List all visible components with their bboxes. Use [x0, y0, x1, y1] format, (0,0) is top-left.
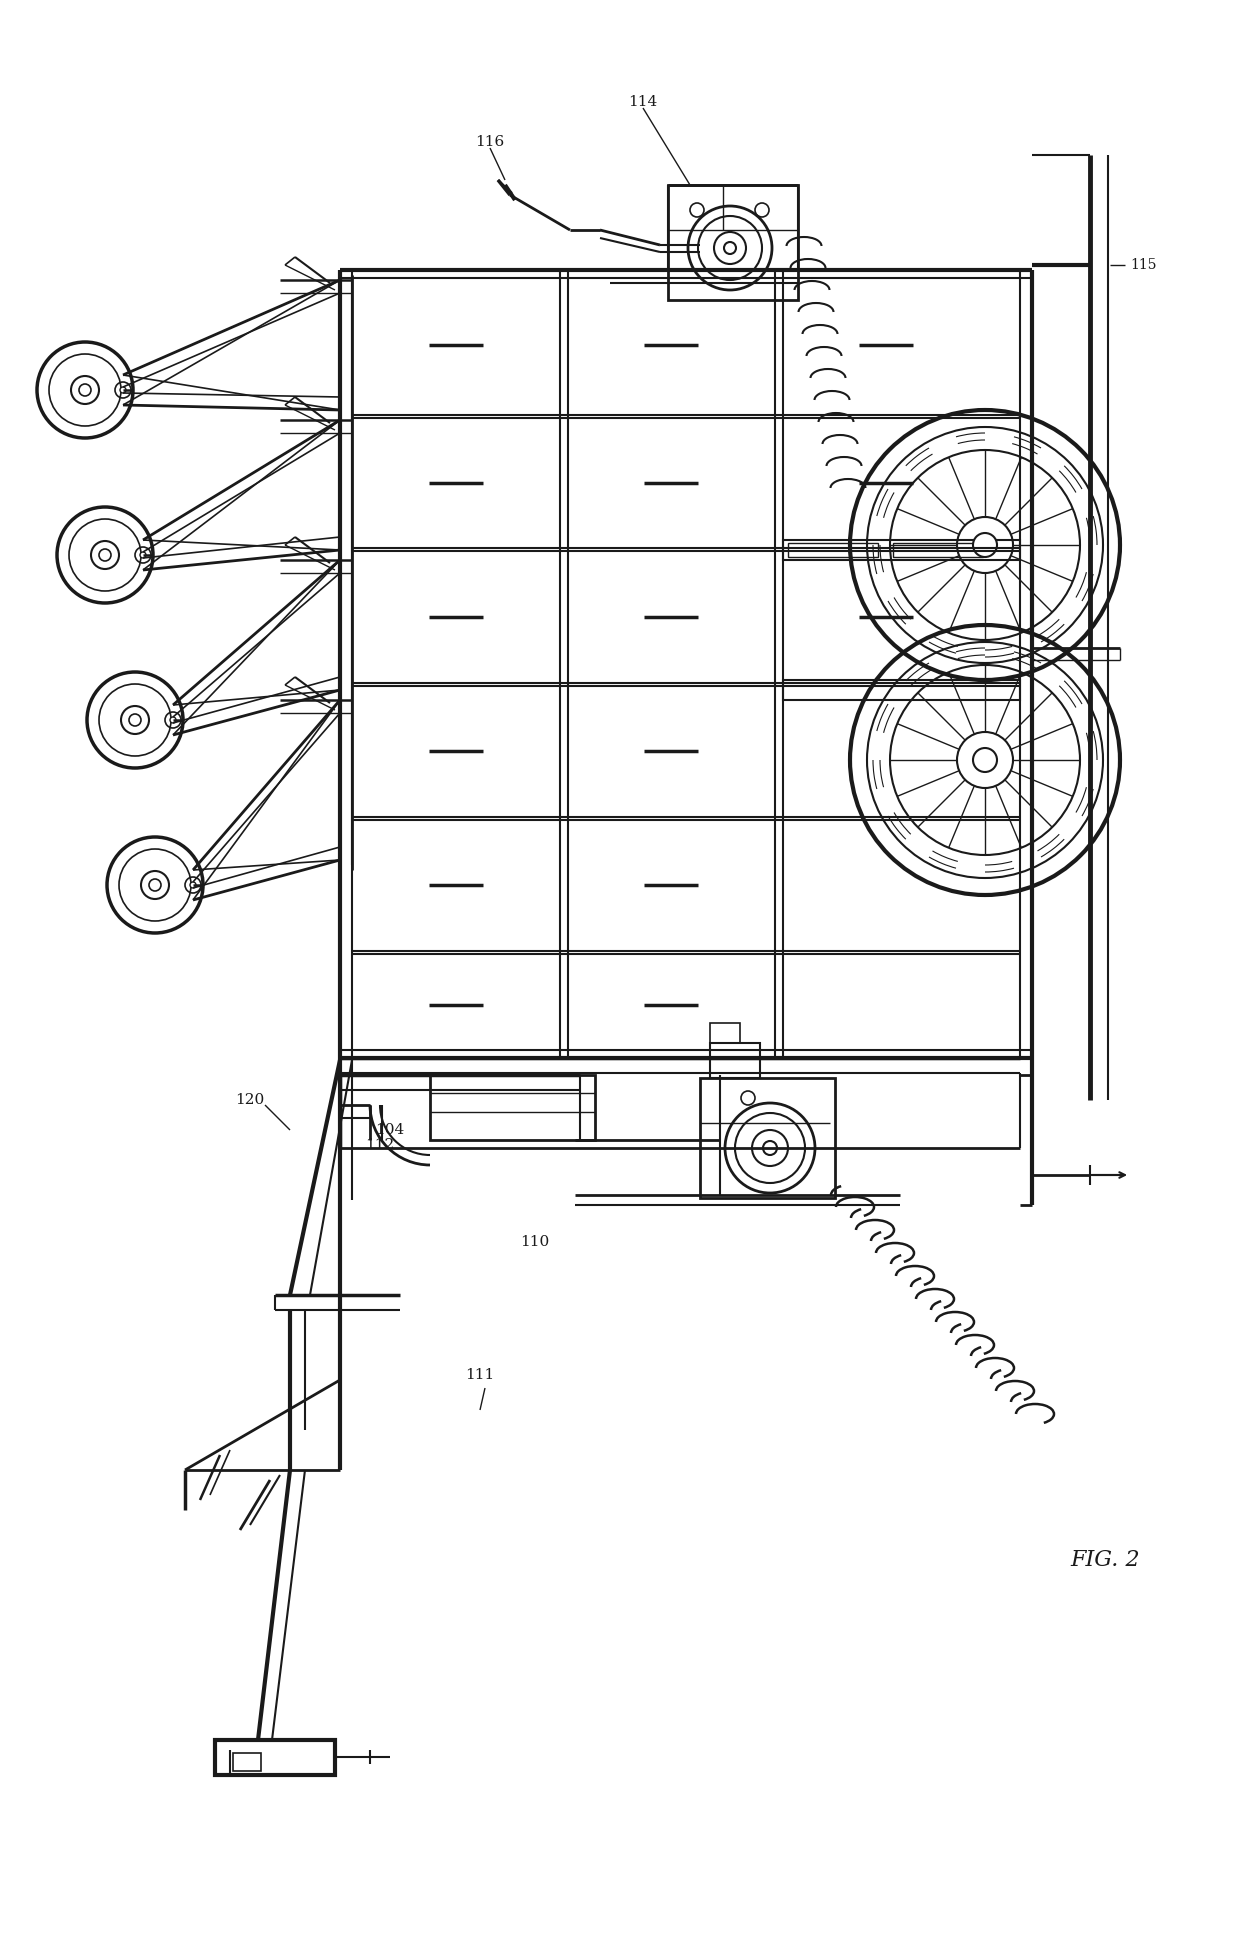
Text: 111: 111 [465, 1367, 495, 1383]
Bar [711, 1023, 740, 1043]
Text: 120: 120 [236, 1093, 264, 1107]
Bar [711, 1043, 760, 1078]
Circle shape [763, 1142, 777, 1155]
Text: 104: 104 [376, 1122, 404, 1138]
Circle shape [149, 879, 161, 891]
Text: 114: 114 [629, 95, 657, 109]
Bar [668, 185, 799, 300]
Circle shape [973, 749, 997, 772]
Bar [782, 681, 1021, 700]
Circle shape [140, 552, 146, 558]
Text: 112: 112 [366, 1138, 394, 1151]
Circle shape [724, 241, 737, 255]
Bar [893, 543, 983, 556]
Bar [430, 1076, 595, 1140]
Circle shape [190, 881, 196, 889]
Bar [215, 1741, 335, 1776]
Circle shape [99, 548, 112, 560]
Text: FIG. 2: FIG. 2 [1070, 1548, 1140, 1572]
Bar [233, 1752, 260, 1772]
Bar [782, 541, 1021, 560]
Circle shape [120, 387, 126, 393]
Text: 115: 115 [1130, 259, 1157, 272]
Circle shape [973, 533, 997, 556]
Circle shape [170, 718, 176, 724]
Text: 110: 110 [521, 1235, 549, 1249]
Circle shape [129, 714, 141, 725]
Bar [787, 543, 878, 556]
Bar [701, 1078, 835, 1198]
Circle shape [79, 383, 91, 397]
Text: 116: 116 [475, 134, 505, 150]
